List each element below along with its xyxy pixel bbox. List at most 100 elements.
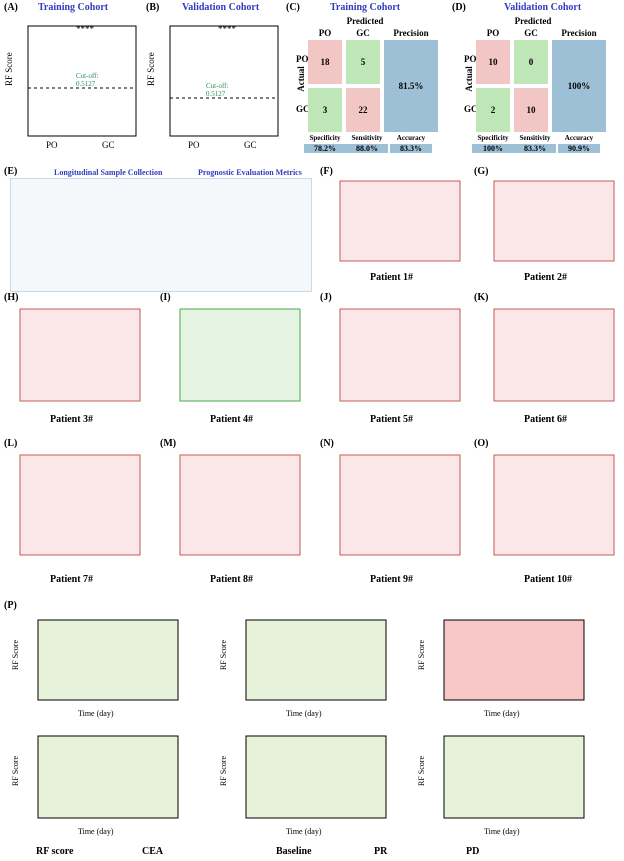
panel-label-k: (K) — [474, 292, 489, 303]
radar-7-placeholder — [19, 454, 141, 556]
radar-9-title: Patient 9# — [370, 574, 413, 585]
time-course-2-band — [245, 619, 387, 701]
matrix-d-row-po: PO — [464, 54, 477, 64]
longitudinal-title: Longitudinal Sample Collection — [54, 168, 163, 177]
matrix-c-cell-gc-po: 3 — [308, 88, 342, 132]
violin-plot-b: RF Score **** Cut-off: 0.5127 PO GC — [146, 24, 279, 150]
matrix-d-predicted: Predicted — [514, 16, 552, 26]
radar-10-placeholder — [493, 454, 615, 556]
violin-b-group-po: PO — [188, 140, 200, 150]
radar-5-placeholder — [339, 308, 461, 402]
matrix-d-col-po: PO — [486, 28, 500, 38]
radar-patient-8: Patient 8# — [179, 454, 301, 585]
panel-label-o: (O) — [474, 438, 489, 449]
radar-8-placeholder — [179, 454, 301, 556]
matrix-d-precision: Precision — [561, 28, 597, 38]
time-course-5-xlabel: Time (day) — [286, 827, 322, 836]
matrix-c-specificity: 78.2% — [304, 144, 346, 153]
radar-2-title: Patient 2# — [524, 272, 567, 283]
legend-baseline: Baseline — [276, 846, 312, 857]
matrix-c-precision-value: 81.5% — [384, 40, 438, 132]
radar-patient-7: Patient 7# — [19, 454, 141, 585]
panel-label-l: (L) — [4, 438, 18, 449]
matrix-d-cell-gc-po: 2 — [476, 88, 510, 132]
time-course-3-band — [443, 619, 585, 701]
matrix-c-actual: Actual — [295, 66, 306, 92]
time-course-3-ylabel: RF Score — [417, 640, 426, 670]
matrix-d-specificity-label: Specificity — [477, 134, 509, 142]
time-course-1: RF Score Time (day) — [11, 619, 179, 718]
violin-b-stars: **** — [218, 24, 237, 34]
radar-patient-10: Patient 10# — [493, 454, 615, 585]
matrix-c-accuracy: 83.3% — [390, 144, 432, 153]
matrix-c-sensitivity-label: Sensitivity — [351, 134, 383, 142]
time-course-5-band — [245, 735, 387, 819]
violin-b-frame — [169, 25, 279, 137]
violin-a-cut-label: Cut-off: — [76, 72, 98, 80]
matrix-d-cell-po-po: 10 — [476, 40, 510, 84]
time-course-4-ylabel: RF Score — [11, 756, 20, 786]
matrix-c: Predicted Actual PO GC Precision PO GC 1… — [290, 16, 440, 156]
violin-b-group-gc: GC — [244, 140, 257, 150]
radar-1-placeholder — [339, 180, 461, 262]
radar-5-title: Patient 5# — [370, 414, 413, 425]
time-course-6-xlabel: Time (day) — [484, 827, 520, 836]
radar-7-title: Patient 7# — [50, 574, 93, 585]
validation-title: Validation Cohort — [182, 2, 260, 13]
violin-a-group-po: PO — [46, 140, 58, 150]
time-course-4-band — [37, 735, 179, 819]
time-course-5-ylabel: RF Score — [219, 756, 228, 786]
matrix-c-cell-po-gc: 5 — [346, 40, 380, 84]
panel-label-g: (G) — [474, 166, 489, 177]
panel-label-p: (P) — [4, 600, 17, 611]
radar-patient-1: Patient 1# — [339, 180, 461, 283]
time-course-4: RF Score Time (day) — [11, 735, 179, 836]
time-course-3: RF Score Time (day) — [417, 619, 585, 718]
time-course-2: RF Score Time (day) — [219, 619, 387, 718]
time-course-1-ylabel: RF Score — [11, 640, 20, 670]
illustration-e — [10, 178, 312, 292]
matrix-c-cell-gc-gc: 22 — [346, 88, 380, 132]
violin-a-stars: **** — [76, 24, 95, 34]
matrix-d-actual: Actual — [463, 66, 474, 92]
legend-cea: CEA — [142, 846, 164, 857]
violin-a-cutoff-value: 0.5127 — [76, 80, 96, 88]
time-course-5: RF Score Time (day) — [219, 735, 387, 836]
radar-patient-2: Patient 2# — [493, 180, 615, 283]
panel-label-j: (J) — [320, 292, 332, 303]
panel-label-b: (B) — [146, 2, 160, 13]
matrix-c-cell-po-po: 18 — [308, 40, 342, 84]
radar-patient-5: Patient 5# — [339, 308, 461, 425]
time-course-3-xlabel: Time (day) — [484, 709, 520, 718]
time-course-6: RF Score Time (day) — [417, 735, 585, 836]
legend-pd: PD — [466, 846, 480, 857]
violin-a-ylabel: RF Score — [4, 52, 14, 86]
matrix-d-accuracy-label: Accuracy — [564, 134, 594, 142]
matrix-c-predicted: Predicted — [346, 16, 384, 26]
matrix-c-precision: Precision — [393, 28, 429, 38]
matrix-c-row-gc: GC — [296, 104, 310, 114]
panel-label-a: (A) — [4, 2, 18, 13]
matrix-d-precision-value: 100% — [552, 40, 606, 132]
matrix-c-col-po: PO — [318, 28, 332, 38]
matrix-d-cell-po-gc: 0 — [514, 40, 548, 84]
radar-3-placeholder — [19, 308, 141, 402]
radar-2-placeholder — [493, 180, 615, 262]
radar-3-title: Patient 3# — [50, 414, 93, 425]
radar-10-title: Patient 10# — [524, 574, 572, 585]
radar-1-title: Patient 1# — [370, 272, 413, 283]
matrix-d-row-gc: GC — [464, 104, 478, 114]
matrix-d-sensitivity-label: Sensitivity — [519, 134, 551, 142]
panel-label-m: (M) — [160, 438, 177, 449]
matrix-d-sensitivity: 83.3% — [514, 144, 556, 153]
matrix-c-sensitivity: 88.0% — [346, 144, 388, 153]
panel-label-n: (N) — [320, 438, 334, 449]
matrix-d: Predicted Actual PO GC Precision PO GC 1… — [458, 16, 608, 156]
violin-a-group-gc: GC — [102, 140, 115, 150]
violin-b-cut-label: Cut-off: — [206, 82, 228, 90]
radar-6-title: Patient 6# — [524, 414, 567, 425]
radar-4-placeholder — [179, 308, 301, 402]
radar-patient-3: Patient 3# — [19, 308, 141, 425]
time-course-6-ylabel: RF Score — [417, 756, 426, 786]
